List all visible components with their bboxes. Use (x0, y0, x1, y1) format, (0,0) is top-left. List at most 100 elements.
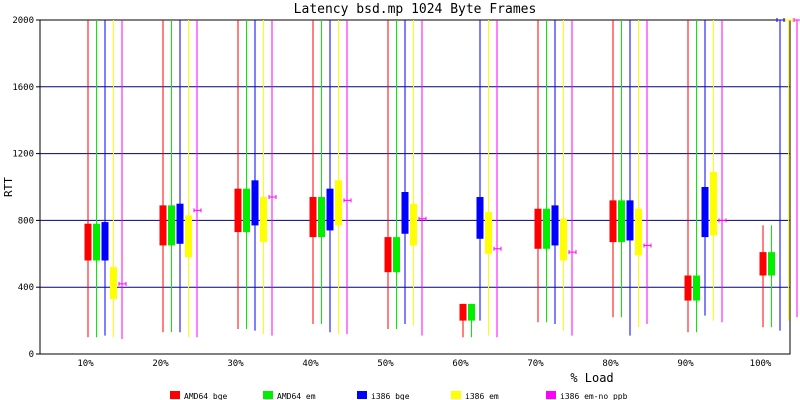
x-tick-label: 70% (527, 359, 544, 369)
box-i386-em-1 (185, 20, 192, 338)
box-body (101, 222, 109, 261)
legend-swatch (451, 391, 461, 399)
box-body (759, 252, 767, 276)
box-amd64-em-4 (393, 20, 400, 329)
box-body (326, 188, 334, 231)
y-tick-label: 1600 (12, 83, 34, 93)
box-i386-bge-5 (476, 20, 484, 321)
legend-label: i386 bge (371, 392, 410, 400)
y-tick-label: 1200 (12, 150, 34, 160)
box-body (710, 171, 717, 236)
box-body (551, 205, 559, 246)
x-tick-label: 80% (602, 359, 619, 369)
y-tick-label: 0 (29, 350, 34, 360)
x-tick-label: 20% (152, 359, 169, 369)
y-tick-label: 400 (18, 283, 34, 293)
box-body (534, 208, 542, 249)
box-i386-bge-1 (176, 20, 184, 333)
box-body (318, 197, 325, 238)
box-body (684, 275, 692, 301)
legend-label: i386 em-no_ppb (560, 392, 628, 400)
box-amd64-bge-7 (609, 20, 617, 318)
box-body (618, 200, 625, 243)
box-body (476, 197, 484, 239)
box-i386-em-no-ppb-1 (193, 20, 202, 338)
box-body (459, 303, 467, 321)
box-body (485, 212, 492, 254)
x-tick-label: 90% (677, 359, 694, 369)
box-i386-em-no-ppb-2 (268, 20, 277, 336)
box-amd64-bge-6 (534, 20, 542, 323)
box-amd64-em-2 (243, 20, 250, 329)
box-i386-em-8 (710, 20, 717, 321)
box-marks (84, 18, 800, 339)
box-body (393, 237, 400, 273)
box-body (468, 303, 475, 321)
box-body (335, 180, 342, 226)
box-amd64-bge-2 (234, 20, 242, 329)
box-i386-em-3 (335, 20, 342, 334)
box-amd64-bge-0 (84, 20, 92, 338)
box-i386-bge-4 (401, 20, 409, 324)
box-amd64-em-6 (543, 20, 550, 323)
box-body (168, 205, 175, 246)
box-i386-em-2 (260, 20, 267, 334)
box-amd64-em-0 (93, 20, 100, 338)
box-i386-em-6 (560, 20, 567, 331)
box-body (93, 223, 100, 261)
x-tick-label: 10% (77, 359, 94, 369)
legend-label: AMD64 em (277, 392, 316, 400)
box-amd64-bge-9 (759, 225, 767, 328)
box-body (185, 215, 192, 258)
box-i386-em-9 (785, 18, 793, 321)
box-body (159, 205, 167, 246)
x-tick-label: 40% (302, 359, 319, 369)
box-body (84, 223, 92, 261)
box-body (401, 192, 409, 234)
box-i386-em-no-ppb-6 (568, 20, 577, 336)
y-tick-label: 2000 (12, 16, 34, 26)
box-i386-em-no-ppb-4 (418, 20, 427, 336)
legend-swatch (170, 391, 180, 399)
box-i386-em-no-ppb-0 (118, 20, 127, 339)
box-body (543, 208, 550, 249)
box-body (234, 188, 242, 233)
legend-label: AMD64 bge (184, 392, 228, 400)
box-body (768, 252, 775, 276)
box-i386-em-no-ppb-3 (343, 20, 352, 334)
box-i386-em-no-ppb-8 (718, 20, 727, 323)
x-tick-label: 100% (750, 359, 772, 369)
box-i386-em-7 (635, 20, 642, 328)
box-i386-em-5 (485, 20, 492, 336)
box-i386-bge-9 (776, 18, 785, 331)
x-tick-label: 50% (377, 359, 394, 369)
y-tick-labels: 0 400 800 1200 1600 2000 (12, 16, 40, 360)
chart-title: Latency bsd.mp 1024 Byte Frames (294, 2, 537, 17)
box-body (626, 200, 634, 241)
box-body (609, 200, 617, 243)
x-axis-label: % Load (570, 371, 613, 385)
box-body (176, 203, 184, 244)
box-i386-bge-7 (626, 20, 634, 336)
box-amd64-em-7 (618, 20, 625, 318)
box-body (701, 187, 709, 238)
box-body (693, 275, 700, 301)
box-body (260, 197, 267, 243)
legend-label: i386 em (465, 392, 499, 400)
box-i386-bge-2 (251, 20, 259, 331)
box-i386-bge-0 (101, 20, 109, 336)
legend: AMD64 bge AMD64 em i386 bge i386 em i386 em-… (170, 391, 628, 400)
plot-frame (39, 19, 791, 355)
box-i386-bge-6 (551, 20, 559, 324)
box-body (243, 188, 250, 233)
box-amd64-bge-8 (684, 20, 692, 333)
x-tick-labels: 10% 20% 30% 40% 50% 60% 70% 80% 90% 100% (77, 359, 772, 369)
box-amd64-em-8 (693, 20, 700, 333)
box-amd64-bge-3 (309, 20, 317, 324)
x-tick-label: 30% (227, 359, 244, 369)
box-body (635, 208, 642, 256)
box-amd64-em-5 (468, 303, 475, 338)
box-amd64-em-3 (318, 20, 325, 324)
x-tick-label: 60% (452, 359, 469, 369)
